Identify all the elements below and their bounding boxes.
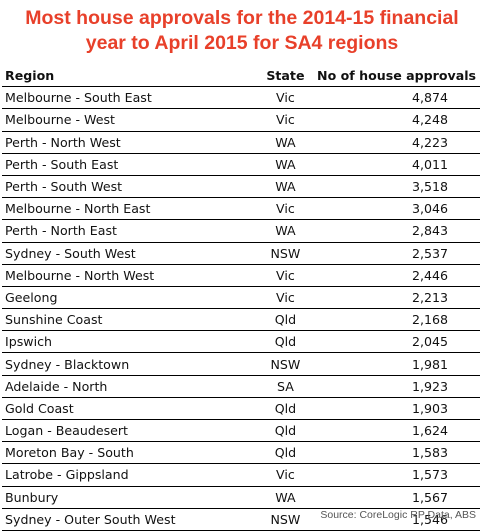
region-cell: Melbourne - North East	[2, 197, 257, 221]
table-row: Perth - South West WA 3,518	[2, 175, 480, 199]
approvals-cell: 2,213	[314, 286, 480, 310]
region-cell: Geelong	[2, 286, 257, 310]
region-cell: Moreton Bay - South	[2, 441, 257, 465]
region-cell: Ipswich	[2, 330, 257, 354]
table-row: Latrobe - Gippsland Vic 1,573	[2, 463, 480, 487]
table-row: Gold Coast Qld 1,903	[2, 397, 480, 421]
approvals-cell: 3,518	[314, 175, 480, 199]
table-row: Ipswich Qld 2,045	[2, 330, 480, 354]
table-row: Sunshine Coast Qld 2,168	[2, 308, 480, 332]
approvals-cell: 1,981	[314, 352, 480, 376]
approvals-cell: 1,903	[314, 397, 480, 421]
table-row: Logan - Beaudesert Qld 1,624	[2, 419, 480, 443]
state-cell: SA	[256, 375, 315, 398]
approvals-cell: 1,573	[314, 463, 480, 487]
table-row: Bunbury WA 1,567	[2, 486, 480, 509]
region-cell: Perth - South West	[2, 175, 257, 199]
approvals-cell: 1,546	[314, 508, 480, 531]
state-cell: Vic	[256, 197, 315, 221]
table-row: Melbourne - North West Vic 2,446	[2, 264, 480, 287]
approvals-cell: 1,567	[314, 486, 480, 509]
table-row: Sydney - South West NSW 2,537	[2, 242, 480, 265]
approvals-cell: 2,843	[314, 219, 480, 243]
state-cell: Qld	[256, 419, 315, 443]
state-cell: NSW	[256, 508, 315, 531]
state-cell: WA	[256, 175, 315, 199]
region-cell: Logan - Beaudesert	[2, 419, 257, 443]
chart-title-line-2: year to April 2015 for SA4 regions	[85, 32, 399, 54]
state-cell: Vic	[256, 108, 315, 132]
state-cell: WA	[256, 219, 315, 243]
approvals-cell: 3,046	[314, 197, 480, 221]
approvals-cell: 1,583	[314, 441, 480, 465]
approvals-cell: 1,923	[314, 375, 480, 398]
column-header-region: Region	[2, 65, 257, 88]
approvals-table: Region State No of house approvals Melbo…	[2, 65, 480, 531]
table-row: Sydney - Outer South West NSW 1,546	[2, 508, 480, 531]
approvals-cell: 1,624	[314, 419, 480, 443]
region-cell: Adelaide - North	[2, 375, 257, 398]
approvals-cell: 4,011	[314, 153, 480, 176]
region-cell: Bunbury	[2, 486, 257, 509]
state-cell: Qld	[256, 441, 315, 465]
approvals-cell: 2,537	[314, 242, 480, 265]
region-cell: Sydney - South West	[2, 242, 257, 265]
state-cell: NSW	[256, 352, 315, 376]
state-cell: NSW	[256, 242, 315, 265]
state-cell: Qld	[256, 397, 315, 421]
region-cell: Gold Coast	[2, 397, 257, 421]
table-row: Melbourne - South East Vic 4,874	[2, 86, 480, 110]
table-row: Moreton Bay - South Qld 1,583	[2, 441, 480, 465]
table-row: Perth - North East WA 2,843	[2, 219, 480, 243]
region-cell: Perth - North West	[2, 131, 257, 154]
state-cell: Vic	[256, 264, 315, 287]
table-row: Perth - North West WA 4,223	[2, 131, 480, 154]
region-cell: Latrobe - Gippsland	[2, 463, 257, 487]
table-row: Melbourne - North East Vic 3,046	[2, 197, 480, 221]
region-cell: Melbourne - West	[2, 108, 257, 132]
approvals-cell: 2,168	[314, 308, 480, 332]
chart-title-line-1: Most house approvals for the 2014-15 fin…	[25, 7, 459, 29]
region-cell: Melbourne - North West	[2, 264, 257, 287]
table-row: Perth - South East WA 4,011	[2, 153, 480, 176]
source-note: Source: CoreLogic RP Data, ABS	[320, 509, 476, 521]
approvals-cell: 4,248	[314, 108, 480, 132]
state-cell: Vic	[256, 286, 315, 310]
column-header-approvals: No of house approvals	[314, 65, 480, 88]
table-body: Melbourne - South East Vic 4,874 Melbourne …	[2, 86, 480, 531]
state-cell: Qld	[256, 330, 315, 354]
chart-title: Most house approvals for the 2014-15 fin…	[0, 6, 484, 56]
table-row: Sydney - Blacktown NSW 1,981	[2, 352, 480, 376]
state-cell: Qld	[256, 308, 315, 332]
column-header-state: State	[256, 65, 315, 88]
state-cell: Vic	[256, 86, 315, 110]
table-row: Geelong Vic 2,213	[2, 286, 480, 310]
table-row: Melbourne - West Vic 4,248	[2, 108, 480, 132]
table-header-row: Region State No of house approvals	[2, 65, 480, 88]
region-cell: Sydney - Blacktown	[2, 352, 257, 376]
approvals-cell: 2,045	[314, 330, 480, 354]
state-cell: Vic	[256, 463, 315, 487]
table-row: Adelaide - North SA 1,923	[2, 375, 480, 398]
state-cell: WA	[256, 153, 315, 176]
region-cell: Sydney - Outer South West	[2, 508, 257, 531]
region-cell: Melbourne - South East	[2, 86, 257, 110]
state-cell: WA	[256, 486, 315, 509]
approvals-cell: 4,874	[314, 86, 480, 110]
approvals-cell: 4,223	[314, 131, 480, 154]
state-cell: WA	[256, 131, 315, 154]
approvals-cell: 2,446	[314, 264, 480, 287]
region-cell: Perth - North East	[2, 219, 257, 243]
region-cell: Sunshine Coast	[2, 308, 257, 332]
region-cell: Perth - South East	[2, 153, 257, 176]
